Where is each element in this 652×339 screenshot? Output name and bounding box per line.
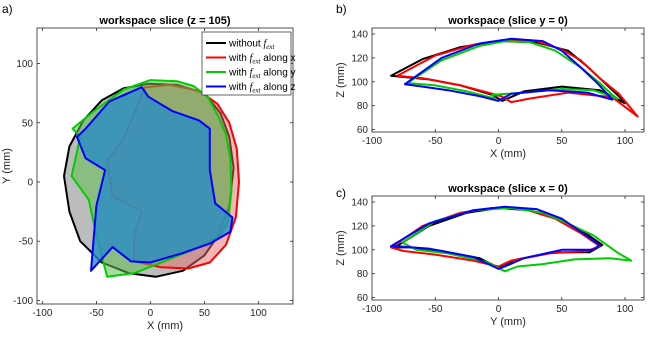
x-axis-label: X (mm)	[490, 148, 526, 160]
x-tick-label: 0	[496, 136, 502, 147]
legend-text-sub: ext	[252, 58, 261, 66]
chart-panel-1: -100 -50 0 50 100 60 80 100 120 140 workspace (sli…	[335, 2, 645, 160]
x-tick-label: -100	[362, 136, 382, 147]
y-axis-label: Z (mm)	[335, 62, 347, 97]
y-tick-label: 80	[357, 269, 369, 280]
axes-box	[371, 195, 645, 301]
x-axis-label: Y (mm)	[490, 316, 526, 328]
chart-title: workspace slice (z = 105)	[98, 15, 230, 27]
legend-text-prefix: with	[228, 82, 250, 93]
axes-box	[371, 27, 645, 133]
legend-text-prefix: without	[228, 39, 263, 50]
y-tick-label: 120	[351, 53, 368, 64]
legend-entry: without fext	[228, 39, 275, 52]
series-0-outline	[393, 207, 604, 269]
y-tick-label: 100	[16, 59, 33, 70]
panel-letter: c)	[336, 186, 346, 200]
y-tick-label: 100	[351, 77, 368, 88]
x-tick-label: 100	[250, 308, 267, 319]
legend-text-sub: ext	[266, 43, 275, 51]
y-axis-label: Z (mm)	[335, 230, 347, 265]
x-tick-label: 100	[617, 304, 634, 315]
legend-text-sym: f	[250, 53, 254, 64]
series-3-outline	[390, 205, 601, 270]
legend-entry: with fext along x	[228, 53, 296, 66]
y-tick-label: 0	[27, 177, 33, 188]
panel-letter: b)	[336, 2, 347, 16]
legend-text-prefix: with	[228, 53, 250, 64]
series-2-outline	[406, 40, 619, 100]
x-tick-label: 0	[496, 304, 502, 315]
series-3-outline	[76, 86, 234, 272]
chart-panel-2: -100 -50 0 50 100 60 80 100 120 140 workspace (sli…	[335, 183, 645, 328]
x-tick-label: -50	[428, 136, 443, 147]
chart-panel-0: -100 -50 0 50 100 -100 -50 0 50 100 workspace slic…	[1, 2, 296, 332]
x-tick-label: -100	[32, 308, 52, 319]
legend-entry: with fext along y	[228, 68, 296, 81]
series-1-outline	[390, 207, 601, 268]
legend-entry: with fext along z	[228, 82, 296, 95]
legend-text-sym: f	[250, 68, 254, 79]
x-tick-label: -50	[428, 304, 443, 315]
legend-text-sym: f	[263, 39, 267, 50]
legend-text-sym: f	[250, 82, 254, 93]
legend-text-suffix: along x	[261, 53, 296, 64]
legend-text-suffix: along z	[261, 82, 296, 93]
y-tick-label: 140	[351, 29, 368, 40]
y-tick-label: -100	[13, 296, 33, 307]
chart-title: workspace (slice y = 0)	[447, 15, 568, 27]
chart-title: workspace (slice x = 0)	[447, 183, 568, 195]
x-axis-label: X (mm)	[147, 320, 183, 332]
legend-text-suffix: along y	[261, 68, 296, 79]
panel-letter: a)	[2, 2, 13, 16]
y-tick-label: 60	[357, 125, 369, 136]
x-tick-label: 0	[148, 308, 154, 319]
x-tick-label: 100	[617, 136, 634, 147]
legend-text-sub: ext	[252, 72, 261, 80]
axes-box	[36, 27, 294, 305]
y-tick-label: 60	[357, 293, 369, 304]
x-tick-label: -50	[89, 308, 104, 319]
x-tick-label: -100	[362, 304, 382, 315]
y-tick-label: 50	[22, 118, 34, 129]
y-tick-label: 140	[351, 197, 368, 208]
legend-text-prefix: with	[228, 68, 250, 79]
x-tick-label: 50	[556, 304, 568, 315]
y-axis-label: Y (mm)	[1, 148, 13, 184]
y-tick-label: -50	[19, 237, 34, 248]
y-tick-label: 120	[351, 221, 368, 232]
series-3-outline	[403, 37, 614, 102]
legend-text-sub: ext	[252, 87, 261, 95]
series-1-outline	[396, 39, 639, 118]
y-tick-label: 100	[351, 245, 368, 256]
x-tick-label: 50	[199, 308, 211, 319]
x-tick-label: 50	[556, 136, 568, 147]
y-tick-label: 80	[357, 101, 369, 112]
